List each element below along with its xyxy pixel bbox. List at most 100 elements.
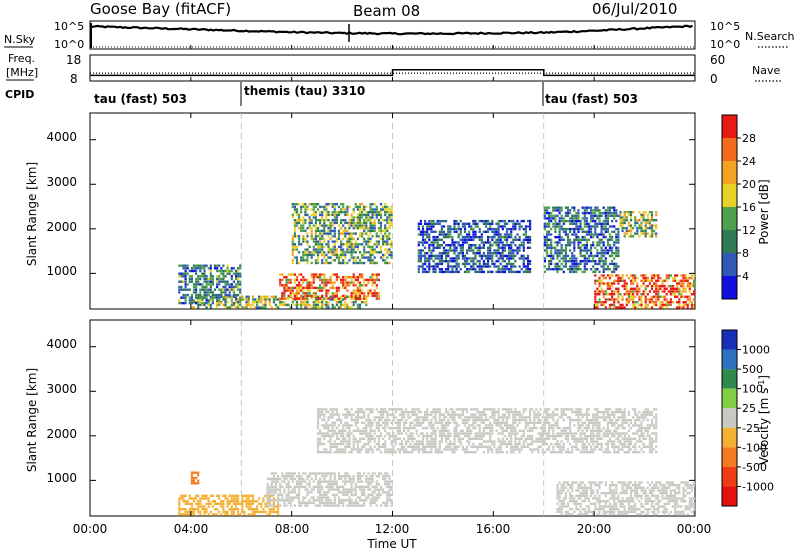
power-cell-1-380 <box>319 284 322 287</box>
power-cell-3-1119 <box>333 229 336 233</box>
velocity-cell-0-159 <box>243 510 246 514</box>
power-cell-1-543 <box>377 294 380 298</box>
velocity-cell-2-1170 <box>403 426 406 430</box>
power-cell-3-1245 <box>352 248 355 251</box>
velocity-cell-2-885 <box>344 421 347 424</box>
velocity-cell-2-1491 <box>466 432 469 435</box>
power-cell-2-755 <box>222 275 225 278</box>
power-cell-3-1315 <box>363 261 366 265</box>
power-cell-2-587 <box>186 293 189 297</box>
power-cell-4-1914 <box>480 219 483 223</box>
power-cell-3-1191 <box>344 229 347 233</box>
velocity-cell-1-592 <box>352 477 355 481</box>
power-cell-6-3025 <box>661 301 664 304</box>
power-cell-2-686 <box>207 291 210 294</box>
velocity-cell-0-194 <box>256 500 259 503</box>
power-cell-3-1160 <box>340 243 343 246</box>
power-cell-4-1538 <box>419 252 422 255</box>
power-cell-4-1913 <box>480 233 483 236</box>
power-cell-3-1281 <box>356 216 359 219</box>
velocity-cell-2-984 <box>365 432 368 435</box>
power-cell-4-1836 <box>468 233 471 236</box>
power-cell-4-1747 <box>453 241 456 244</box>
velocity-cell-1-506 <box>331 483 334 486</box>
velocity-cell-1-446 <box>319 491 322 494</box>
power-cell-5-2502 <box>583 265 586 268</box>
power-cell-4-1582 <box>426 227 429 231</box>
velocity-cell-1-528 <box>337 499 341 502</box>
power-cell-5-2230 <box>545 225 549 228</box>
power-cell-2-677 <box>205 288 208 291</box>
power-cell-1-317 <box>298 286 301 290</box>
velocity-cell-1-365 <box>298 499 301 502</box>
power-cell-4-2081 <box>508 246 511 249</box>
velocity-cell-2-1295 <box>428 451 431 454</box>
power-cell-1-388 <box>321 278 324 282</box>
power-cell-0-46 <box>226 306 229 309</box>
power-cell-0-238 <box>354 301 357 304</box>
power-cell-4-2186 <box>526 238 530 241</box>
power-cell-4-2087 <box>510 270 513 274</box>
velocity-cell-2-1068 <box>382 416 385 419</box>
velocity-cell-2-1198 <box>409 442 412 446</box>
velocity-cell-2-963 <box>361 437 364 440</box>
power-cell-4-1940 <box>487 257 490 260</box>
velocity-cell-2-1615 <box>491 451 494 454</box>
power-cell-6-2872 <box>621 298 624 301</box>
power-cell-3-865 <box>295 224 299 227</box>
power-cell-5-2404 <box>569 211 572 215</box>
power-cell-5-2455 <box>575 219 578 223</box>
power-cell-6-2839 <box>611 274 614 277</box>
velocity-cell-2-1020 <box>371 429 374 432</box>
power-cell-0-18 <box>203 303 206 307</box>
velocity-cell-2-793 <box>327 440 330 443</box>
power-cell-4-2143 <box>518 227 521 231</box>
velocity-cell-2-967 <box>361 416 364 419</box>
power-cell-4-1973 <box>491 235 494 239</box>
power-cell-4-1562 <box>424 260 427 263</box>
power-cell-3-1132 <box>335 248 338 251</box>
velocity-cell-2-1280 <box>424 413 427 416</box>
power-cell-4-2010 <box>497 238 500 241</box>
power-cell-5-2385 <box>566 219 570 223</box>
power-cell-6-2821 <box>606 282 609 285</box>
velocity-cell-1-344 <box>291 491 294 494</box>
power-cell-5-2667 <box>604 260 607 263</box>
power-cell-5-2761 <box>617 249 620 252</box>
power-cell-6-2957 <box>644 303 647 307</box>
power-cell-4-2198 <box>529 227 532 231</box>
power-cell-5-2672 <box>604 235 607 239</box>
power-cell-4-1738 <box>451 227 454 231</box>
velocity-cell-2-1296 <box>428 445 431 448</box>
power-cell-3-1401 <box>373 227 376 230</box>
power-cell-3-1310 <box>361 216 364 219</box>
power-cell-5-2310 <box>556 214 559 217</box>
power-cell-2-731 <box>218 296 221 299</box>
power-cell-1-464 <box>350 278 353 282</box>
power-cell-3-1453 <box>382 229 385 233</box>
velocity-cell-0-136 <box>234 508 238 511</box>
power-cell-5-2602 <box>596 262 599 266</box>
velocity-cell-1-709 <box>386 504 389 507</box>
power-cell-2-595 <box>188 296 191 299</box>
power-cell-4-2177 <box>526 270 530 274</box>
power-cell-3-1064 <box>325 208 328 211</box>
velocity-cell-1-619 <box>361 504 364 507</box>
velocity-cell-2-859 <box>340 448 343 451</box>
power-cell-5-2255 <box>550 260 553 263</box>
power-cell-6-3133 <box>688 282 691 285</box>
power-cell-3-1426 <box>377 227 380 230</box>
power-cell-4-2191 <box>529 268 532 271</box>
power-cell-6-2970 <box>646 293 649 296</box>
power-cell-3-1108 <box>331 205 334 209</box>
power-cell-4-2199 <box>529 225 532 228</box>
power-cell-2-592 <box>186 264 189 267</box>
velocity-cell-1-438 <box>316 483 320 486</box>
power-cell-4-1722 <box>449 244 452 247</box>
power-cell-5-2420 <box>571 214 574 217</box>
power-cell-4-2052 <box>503 246 506 249</box>
power-cell-4-1716 <box>449 270 452 274</box>
power-cell-3-1445 <box>379 203 383 206</box>
power-cell-2-791 <box>230 269 233 273</box>
power-colorbar-swatch-2 <box>722 230 737 253</box>
